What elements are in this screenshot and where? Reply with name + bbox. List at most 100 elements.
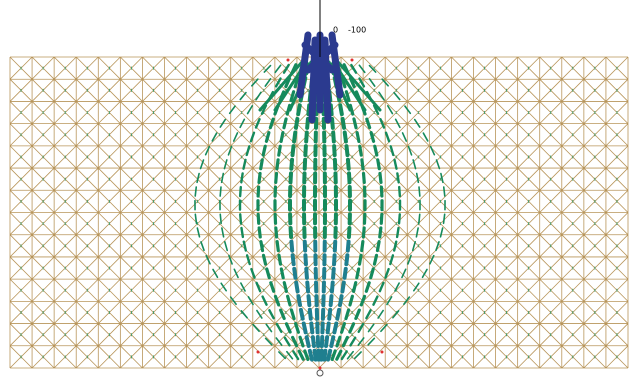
stress-segment [386, 133, 389, 141]
stress-segment [363, 228, 364, 237]
stress-segment [436, 160, 439, 169]
load-label: 0 [333, 26, 338, 35]
stress-segment [337, 310, 339, 319]
load-label: -100 [348, 26, 366, 35]
stress-segment [263, 146, 265, 155]
stress-segment [269, 310, 273, 318]
stress-segment [378, 311, 383, 318]
stress-segment [373, 297, 377, 305]
stress-segment [388, 106, 393, 114]
stress-segment [350, 296, 352, 305]
stress-segment [222, 173, 224, 182]
stress-segment [256, 119, 259, 127]
stress-segment [360, 146, 361, 155]
stress-segment [397, 228, 398, 237]
stress-segment [284, 119, 286, 128]
stress-segment [333, 133, 334, 142]
stress-segment [304, 324, 306, 333]
stress-segment [402, 269, 406, 277]
stress-segment [220, 187, 221, 196]
stress-segment [261, 242, 263, 251]
stress-segment [313, 337, 314, 346]
stress-segment [416, 228, 418, 237]
stress-segment [251, 269, 254, 277]
node-marker [257, 351, 260, 354]
stress-segment [296, 283, 297, 292]
stress-segment [378, 160, 380, 169]
stress-segment [340, 296, 342, 305]
stress-segment [346, 255, 347, 264]
stress-segment [331, 296, 332, 305]
stress-segment [357, 133, 359, 142]
stress-segment [399, 187, 400, 196]
stress-segment [271, 283, 274, 292]
stress-segment [367, 119, 370, 128]
stress-segment [329, 310, 330, 319]
stress-segment [324, 351, 325, 360]
stress-segment [244, 160, 246, 169]
stress-segment [419, 187, 420, 196]
stress-segment [370, 79, 375, 86]
stress-segment [276, 173, 277, 182]
stress-segment [240, 93, 246, 100]
stress-segment [342, 351, 347, 359]
support [317, 370, 323, 376]
stress-segment [354, 119, 356, 128]
stress-segment [361, 296, 364, 304]
stress-segment [261, 160, 263, 169]
stress-segment [444, 214, 445, 223]
stress-segment [247, 146, 250, 155]
stress-segment [308, 296, 309, 305]
stress-segment [259, 173, 260, 182]
stress-segment [294, 269, 295, 278]
stress-segment [334, 146, 335, 155]
stress-segment [387, 297, 392, 305]
stress-segment [349, 228, 350, 237]
stress-segment [265, 79, 270, 86]
stress-segment [298, 296, 300, 305]
stress-segment [234, 269, 238, 277]
stress-segment [380, 119, 383, 127]
stress-segment [345, 133, 346, 142]
stress-segment [201, 242, 204, 250]
stress-segment [293, 351, 298, 359]
stress-segment [334, 255, 335, 264]
stress-segment [225, 242, 227, 251]
stress-segment [276, 228, 277, 237]
stress-segment [366, 283, 369, 292]
stress-segment [257, 283, 261, 291]
stress-segment [195, 214, 196, 223]
stress-segment [328, 351, 330, 360]
stress-segment [380, 228, 381, 237]
stress-segment [332, 283, 333, 292]
stress-segment [362, 242, 363, 251]
stress-segment [291, 310, 294, 319]
stress-segment [307, 119, 308, 128]
stress-segment [342, 283, 343, 292]
stress-segment [291, 228, 292, 237]
stress-segment [310, 351, 312, 360]
stress-segment [299, 351, 303, 359]
stress-segment [248, 106, 253, 114]
stress-segment [397, 173, 398, 182]
stress-segment [444, 187, 445, 196]
stress-segment [296, 119, 297, 128]
stress-segment [311, 323, 312, 332]
stress-segment [241, 173, 242, 182]
stress-segment [399, 214, 400, 223]
stress-segment [350, 338, 355, 346]
stress-segment [306, 269, 307, 278]
stress-segment [403, 133, 407, 141]
stress-segment [343, 119, 344, 128]
node-marker [351, 59, 354, 62]
stress-segment [264, 255, 266, 264]
stress-segment [310, 310, 311, 319]
stress-segment [258, 214, 259, 223]
stress-segment [441, 228, 443, 237]
stress-segment [394, 242, 396, 251]
stress-segment [281, 269, 283, 278]
stress-segment [293, 337, 297, 345]
stress-segment [285, 338, 290, 346]
stress-segment [263, 297, 267, 305]
stress-segment [277, 324, 281, 332]
